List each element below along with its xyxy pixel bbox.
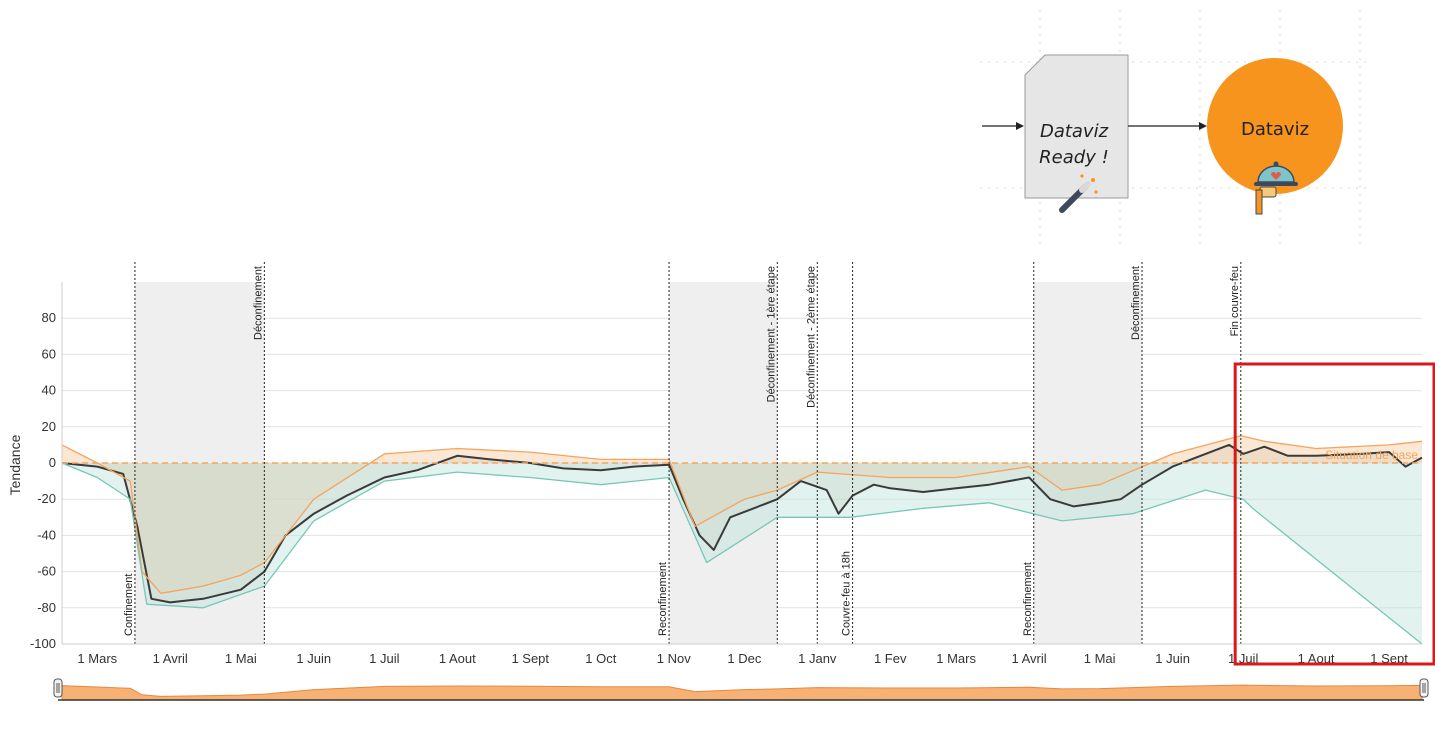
event-label: Fin couvre-feu bbox=[1229, 266, 1241, 336]
event-markers: Confinement Déconfinement Reconfinement Déc… bbox=[123, 262, 1242, 644]
x-tick-label: 1 Juil bbox=[369, 651, 399, 666]
y-tick-label: 20 bbox=[42, 419, 56, 434]
y-tick-label: 60 bbox=[42, 346, 56, 361]
x-tick-label: 1 Nov bbox=[657, 651, 691, 666]
y-tick-label: 0 bbox=[49, 455, 56, 470]
baseline: Situation de base bbox=[62, 448, 1422, 464]
y-tick-label: -60 bbox=[37, 564, 56, 579]
x-tick-label: 1 Juin bbox=[1155, 651, 1190, 666]
series-area bbox=[62, 435, 1422, 594]
x-tick-label: 1 Aout bbox=[439, 651, 476, 666]
event-label: Déconfinement bbox=[252, 266, 264, 340]
x-tick-label: 1 Fev bbox=[874, 651, 907, 666]
y-tick-label: -20 bbox=[37, 491, 56, 506]
input-arrow bbox=[982, 122, 1024, 130]
series-area bbox=[62, 444, 1422, 603]
x-tick-label: 1 Juin bbox=[296, 651, 331, 666]
series-area bbox=[62, 463, 1422, 644]
trend-chart: Situation de base Confinement Déconfineme… bbox=[7, 262, 1435, 701]
y-tick-label: 40 bbox=[42, 383, 56, 398]
x-tick-label: 1 Aout bbox=[1298, 651, 1335, 666]
y-tick-label: 80 bbox=[42, 310, 56, 325]
highlight-rectangle bbox=[1233, 362, 1435, 666]
series-line bbox=[61, 435, 1423, 594]
x-tick-label: 1 Sept bbox=[1370, 651, 1408, 666]
x-tick-label: 1 Avril bbox=[153, 651, 188, 666]
x-tick-label: 1 Mars bbox=[936, 651, 976, 666]
navigator-handle[interactable] bbox=[53, 678, 63, 698]
output-arrow bbox=[1128, 122, 1207, 130]
x-tick-label: 1 Oct bbox=[585, 651, 616, 666]
event-label: Reconfinement bbox=[1022, 562, 1034, 636]
range-navigator[interactable] bbox=[53, 678, 1429, 701]
card-line-1: Dataviz bbox=[1040, 121, 1109, 142]
series-areas bbox=[62, 435, 1422, 644]
y-axis: 80 60 40 20 0 -20 -40 -60 -80 -100 bbox=[30, 282, 63, 651]
event-label: Déconfinement bbox=[1130, 266, 1142, 340]
x-tick-label: 1 Mars bbox=[77, 651, 117, 666]
x-axis: 1 Mars 1 Avril 1 Mai 1 Juin 1 Juil 1 Aout 1 Se… bbox=[62, 643, 1422, 666]
magic-wand-icon bbox=[1059, 174, 1098, 213]
navigator-area bbox=[61, 684, 1423, 701]
event-label: Reconfinement bbox=[657, 562, 669, 636]
x-tick-label: 1 Avril bbox=[1011, 651, 1046, 666]
highlight-box bbox=[1233, 362, 1435, 666]
x-tick-label: 1 Mai bbox=[1084, 651, 1116, 666]
navigator-handle[interactable] bbox=[1419, 678, 1429, 698]
y-axis-label: Tendance bbox=[7, 434, 23, 495]
x-tick-label: 1 Dec bbox=[727, 651, 761, 666]
event-label: Déconfinement - 2ème étape bbox=[805, 266, 817, 408]
event-label: Déconfinement - 1ère étape bbox=[765, 266, 777, 402]
circle-label: Dataviz bbox=[1241, 119, 1309, 140]
y-tick-label: -40 bbox=[37, 527, 56, 542]
x-tick-label: 1 Mai bbox=[225, 651, 257, 666]
dataviz-circle bbox=[1207, 58, 1343, 194]
event-label: Confinement bbox=[123, 574, 135, 636]
y-tick-label: -80 bbox=[37, 600, 56, 615]
x-tick-label: 1 Janv bbox=[798, 651, 837, 666]
series-line bbox=[61, 462, 1423, 645]
card-line-2: Ready ! bbox=[1039, 147, 1109, 168]
baseline-label: Situation de base bbox=[1325, 448, 1418, 462]
event-label: Couvre-feu à 18h bbox=[841, 551, 853, 636]
dataviz-flow-diagram: Dataviz Ready ! Dataviz bbox=[980, 10, 1368, 250]
x-tick-label: 1 Sept bbox=[511, 651, 549, 666]
serving-tray-icon bbox=[1254, 161, 1298, 215]
y-tick-label: -100 bbox=[30, 636, 56, 651]
